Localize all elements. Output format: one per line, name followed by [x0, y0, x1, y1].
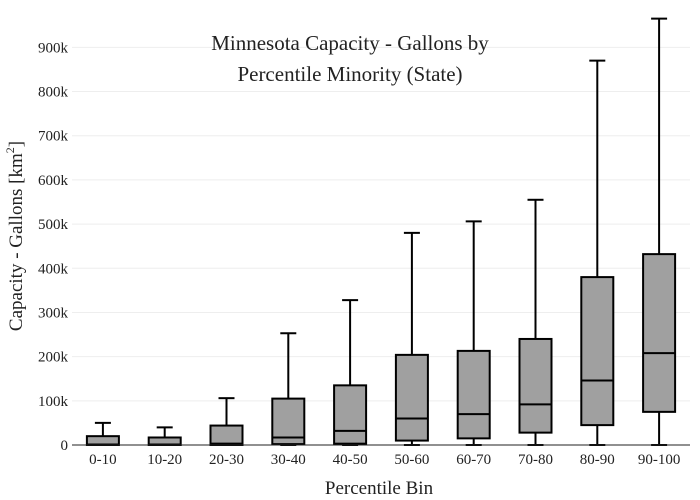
x-tick-label: 60-70	[456, 452, 491, 468]
box-iqr	[518, 337, 553, 434]
chart-title-line-1: Minnesota Capacity - Gallons by	[211, 31, 489, 55]
box-iqr	[580, 276, 615, 427]
x-tick-label: 80-90	[580, 452, 615, 468]
y-tick-label: 200k	[38, 350, 69, 366]
y-tick-label: 800k	[38, 85, 69, 101]
y-axis-tick-labels: 0 100k 200k 300k 400k 500k 600k 700k 800k 900k	[38, 40, 69, 454]
box-40-50	[333, 299, 368, 446]
x-tick-label: 90-100	[638, 452, 681, 468]
box-90-100	[642, 17, 677, 446]
x-tick-label: 0-10	[89, 452, 117, 468]
x-tick-label: 40-50	[333, 452, 368, 468]
y-axis-title: Capacity - Gallons [km2]	[3, 141, 27, 331]
y-axis-title-main: Capacity - Gallons [km	[6, 153, 27, 331]
box-80-90	[580, 59, 615, 446]
y-tick-label: 600k	[38, 173, 69, 189]
x-tick-label: 20-30	[209, 452, 244, 468]
y-tick-label: 300k	[38, 305, 69, 321]
x-axis-title: Percentile Bin	[325, 478, 434, 499]
chart-title-line-2: Percentile Minority (State)	[237, 62, 462, 86]
box-30-40	[271, 332, 306, 446]
box-iqr	[456, 349, 491, 440]
x-tick-label: 70-80	[518, 452, 553, 468]
box-iqr	[642, 253, 677, 413]
y-axis-title-end: ]	[6, 141, 27, 147]
box-50-60	[394, 231, 429, 446]
grid-lines	[72, 46, 690, 402]
box-60-70	[456, 220, 491, 446]
box-0-10	[85, 421, 120, 447]
x-tick-label: 50-60	[394, 452, 429, 468]
box-10-20	[147, 426, 182, 446]
x-tick-label: 30-40	[271, 452, 306, 468]
box-iqr	[209, 424, 244, 446]
y-tick-label: 0	[61, 438, 69, 454]
box-70-80	[518, 198, 553, 446]
x-axis-tick-labels: 0-10 10-20 20-30 30-40 40-50 50-60 60-70 70-80 8…	[89, 452, 680, 468]
box-iqr	[333, 384, 368, 445]
y-axis-title-superscript: 2	[3, 147, 17, 153]
y-tick-label: 400k	[38, 261, 69, 277]
y-tick-label: 500k	[38, 217, 69, 233]
box-20-30	[209, 397, 244, 446]
y-tick-label: 900k	[38, 40, 69, 56]
y-tick-label: 700k	[38, 129, 69, 145]
y-tick-label: 100k	[38, 394, 69, 410]
box-iqr	[394, 353, 429, 442]
x-tick-label: 10-20	[147, 452, 182, 468]
